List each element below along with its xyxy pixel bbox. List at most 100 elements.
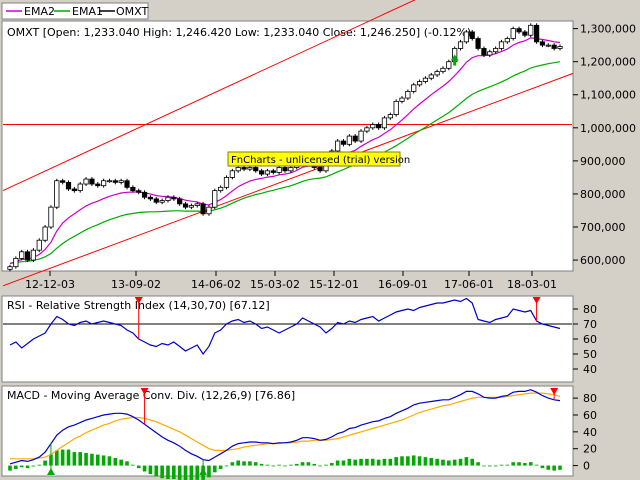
legend[interactable]: EMA2 EMA1 OMXT xyxy=(1,2,149,20)
price-panel[interactable]: OMXT [Open: 1,233.040 High: 1,246.420 Lo… xyxy=(1,0,636,291)
macd-histogram-bar xyxy=(558,465,562,470)
candle-body xyxy=(493,48,499,53)
candle-body xyxy=(317,167,323,172)
candle-body xyxy=(469,31,475,39)
candle-body xyxy=(370,124,376,129)
macd-histogram-bar xyxy=(330,463,334,466)
candle-body xyxy=(188,205,194,208)
macd-sell-marker xyxy=(140,388,149,395)
macd-histogram-bar xyxy=(8,465,12,471)
candle-body xyxy=(381,117,388,129)
macd-histogram-bar xyxy=(359,458,363,466)
candle-body xyxy=(422,77,429,82)
macd-histogram-bar xyxy=(31,465,36,467)
candle-body xyxy=(528,24,534,36)
macd-histogram-bar xyxy=(335,460,340,466)
macd-histogram-bar xyxy=(382,458,387,466)
candle-body xyxy=(376,124,382,129)
candle-body xyxy=(551,44,557,49)
macd-histogram-bar xyxy=(423,457,428,466)
price-y-tick-label: 800,000 xyxy=(580,188,626,201)
price-y-axis: 600,000 700,000 800,000 900,000 1,000,000 1,1… xyxy=(573,23,636,267)
macd-histogram-bar xyxy=(212,465,217,473)
candle-body xyxy=(24,251,31,261)
macd-histogram-bar xyxy=(84,452,88,466)
candle-body xyxy=(182,203,189,208)
candle-body xyxy=(212,190,218,208)
macd-histogram-bar xyxy=(394,457,398,466)
candle-body xyxy=(545,44,551,47)
candle-body xyxy=(258,170,265,175)
macd-histogram-bar xyxy=(259,463,264,466)
price-series xyxy=(2,0,574,287)
price-x-tick-label: 15-03-02 xyxy=(250,278,300,291)
candle-body xyxy=(112,180,118,183)
macd-histogram-bar xyxy=(230,462,235,466)
candle-body xyxy=(48,206,54,228)
price-y-tick-label: 900,000 xyxy=(580,155,626,168)
macd-histogram-bar xyxy=(294,463,299,466)
candle-body xyxy=(136,190,142,193)
macd-histogram-bar xyxy=(19,465,24,468)
price-x-tick-label: 13-09-02 xyxy=(111,278,161,291)
watermark-box xyxy=(227,151,401,167)
price-x-tick-label: 14-06-02 xyxy=(191,278,241,291)
macd-histogram-bar xyxy=(60,449,65,466)
macd-histogram-bar xyxy=(277,464,281,466)
macd-histogram-bar xyxy=(242,461,246,466)
candle-body xyxy=(253,167,259,172)
candle-body xyxy=(77,183,83,192)
candle-body xyxy=(457,41,464,49)
macd-histogram-bar xyxy=(388,458,393,466)
price-y-tick-label: 600,000 xyxy=(580,254,626,267)
macd-line xyxy=(9,389,561,465)
macd-histogram-bar xyxy=(552,465,556,471)
candle-body xyxy=(218,186,224,192)
candle-body xyxy=(428,74,434,79)
macd-histogram-bar xyxy=(271,465,276,467)
legend-box xyxy=(1,2,149,20)
candle-body xyxy=(118,180,124,183)
macd-histogram-bar xyxy=(183,465,188,480)
macd-histogram-bar xyxy=(417,456,422,466)
macd-histogram-bar xyxy=(43,460,47,466)
candle-body xyxy=(19,251,25,259)
candle-body xyxy=(130,186,136,192)
macd-histogram-bar xyxy=(347,458,352,466)
macd-histogram-bar xyxy=(400,456,404,466)
macd-histogram-bar xyxy=(487,465,492,467)
candle-body xyxy=(206,206,212,215)
candle-body xyxy=(194,203,200,206)
macd-histogram-bar xyxy=(435,458,439,466)
candle-body xyxy=(223,177,230,188)
candle-body xyxy=(393,100,399,115)
candle-body xyxy=(504,38,510,43)
macd-sell-marker xyxy=(550,388,559,395)
channel-lower-line xyxy=(2,72,574,287)
macd-histogram-bar xyxy=(312,463,317,466)
macd-histogram-bar xyxy=(37,464,42,466)
macd-series xyxy=(8,388,562,480)
candle-body xyxy=(358,130,364,142)
macd-histogram-bar xyxy=(101,455,106,466)
candle-body xyxy=(475,38,481,49)
macd-histogram-bar xyxy=(172,465,176,480)
macd-histogram-bar xyxy=(142,465,147,472)
candle-body xyxy=(200,203,206,215)
macd-panel[interactable]: MACD - Moving Average Conv. Div. (12,26,… xyxy=(1,385,597,480)
macd-histogram-bar xyxy=(236,460,240,466)
rsi-panel[interactable]: RSI - Relative Strength Index (14,30,70)… xyxy=(1,295,597,383)
macd-histogram-bar xyxy=(25,465,30,469)
candle-body xyxy=(171,196,177,200)
candle-body xyxy=(83,178,89,185)
candle-body xyxy=(335,140,341,152)
rsi-y-tick-label: 50 xyxy=(583,348,597,361)
rsi-y-axis: 40 50 60 70 80 xyxy=(573,303,597,376)
candle-body xyxy=(54,180,60,208)
macd-histogram-bar xyxy=(300,462,305,466)
price-x-tick-label: 18-03-01 xyxy=(507,278,557,291)
macd-histogram-bar xyxy=(113,457,118,466)
macd-histogram-bar xyxy=(154,465,159,477)
price-y-tick-label: 1,300,000 xyxy=(580,23,636,36)
